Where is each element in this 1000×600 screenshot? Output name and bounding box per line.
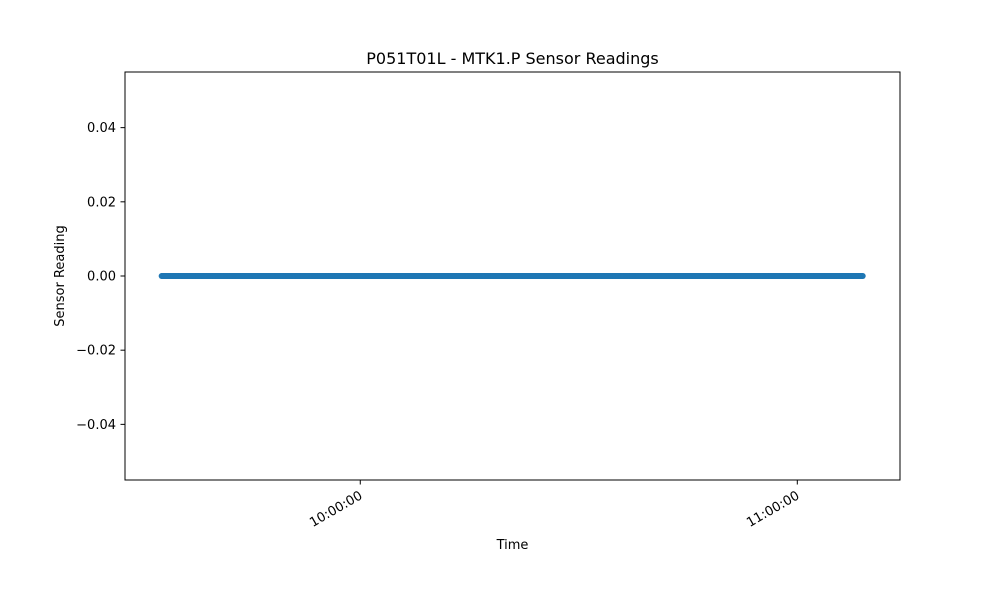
y-tick-label: 0.04 bbox=[87, 121, 116, 136]
y-tick-label: −0.02 bbox=[76, 344, 116, 359]
x-axis-label: Time bbox=[496, 538, 529, 553]
chart-title: P051T01L - MTK1.P Sensor Readings bbox=[366, 49, 658, 68]
y-axis-ticks: 0.04 0.02 0.00 −0.02 −0.04 bbox=[76, 121, 125, 433]
y-tick-label: 0.02 bbox=[87, 195, 116, 210]
data-points bbox=[158, 273, 866, 279]
y-axis-label: Sensor Reading bbox=[53, 225, 68, 326]
data-point bbox=[859, 273, 866, 279]
y-tick-label: 0.00 bbox=[87, 270, 116, 285]
y-tick-label: −0.04 bbox=[76, 418, 116, 433]
